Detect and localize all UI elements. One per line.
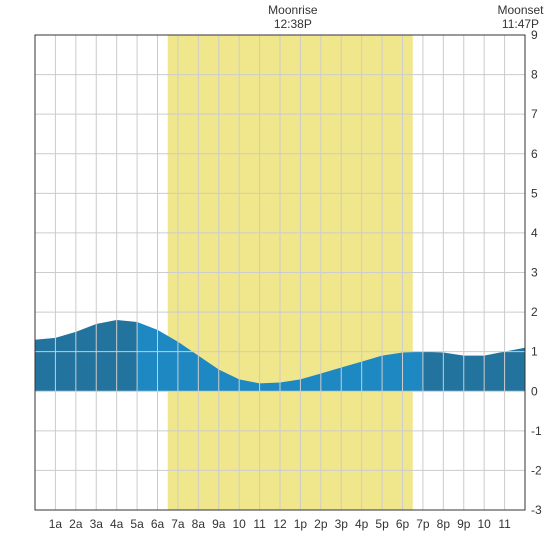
y-tick-label: 1 (531, 345, 538, 359)
y-tick-label: 8 (531, 68, 538, 82)
x-tick-label: 5a (130, 517, 144, 531)
x-tick-label: 6a (151, 517, 165, 531)
x-tick-label: 9p (457, 517, 471, 531)
event-name: Moonrise (268, 3, 318, 17)
event-time: 12:38P (274, 17, 312, 31)
x-tick-label: 9a (212, 517, 226, 531)
x-tick-label: 1p (294, 517, 308, 531)
x-tick-label: 6p (396, 517, 410, 531)
y-tick-label: -3 (531, 503, 542, 517)
x-tick-label: 8a (192, 517, 206, 531)
x-tick-label: 7a (171, 517, 185, 531)
x-tick-label: 2a (69, 517, 83, 531)
y-tick-label: 0 (531, 384, 538, 398)
y-tick-label: 2 (531, 305, 538, 319)
x-tick-label: 1a (49, 517, 63, 531)
x-tick-label: 12 (273, 517, 287, 531)
y-tick-label: 6 (531, 147, 538, 161)
x-tick-label: 10 (477, 517, 491, 531)
tide-chart: -3-2-101234567891a2a3a4a5a6a7a8a9a101112… (0, 0, 550, 550)
event-name: Moonset (497, 3, 544, 17)
x-tick-label: 11 (498, 517, 511, 531)
x-tick-label: 5p (375, 517, 389, 531)
y-tick-label: 5 (531, 186, 538, 200)
y-tick-label: 4 (531, 226, 538, 240)
y-tick-label: -1 (531, 424, 542, 438)
x-tick-label: 8p (437, 517, 451, 531)
y-tick-label: -2 (531, 463, 542, 477)
x-tick-label: 4a (110, 517, 124, 531)
x-tick-label: 3p (335, 517, 349, 531)
x-tick-label: 11 (253, 517, 266, 531)
y-tick-label: 3 (531, 266, 538, 280)
x-tick-label: 7p (416, 517, 430, 531)
event-time: 11:47P (502, 17, 539, 31)
x-tick-label: 4p (355, 517, 369, 531)
x-tick-label: 2p (314, 517, 328, 531)
x-tick-label: 10 (232, 517, 246, 531)
x-tick-label: 3a (90, 517, 104, 531)
y-tick-label: 7 (531, 107, 538, 121)
